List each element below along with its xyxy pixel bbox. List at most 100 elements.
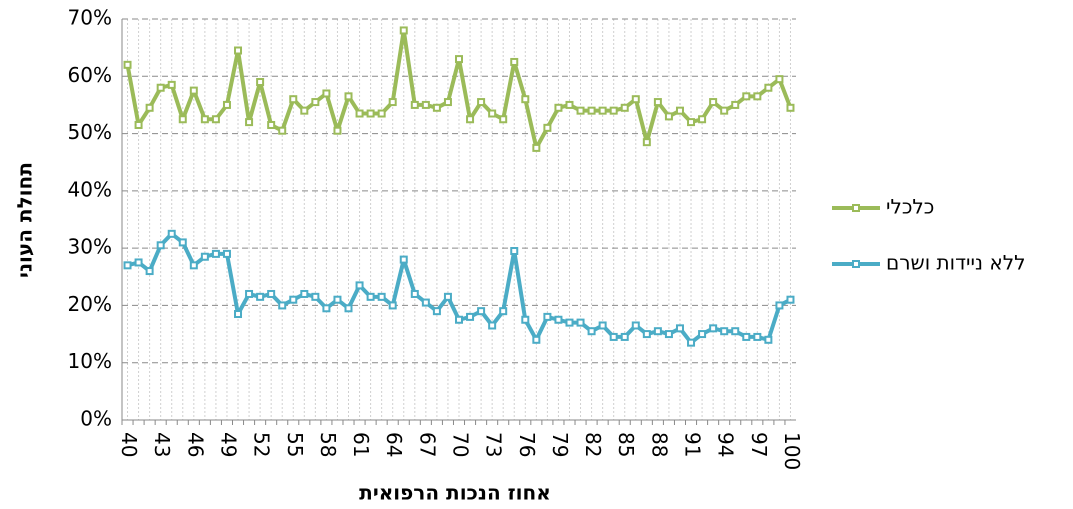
point-marker xyxy=(687,118,696,127)
point-marker xyxy=(709,324,718,333)
point-marker xyxy=(609,332,618,341)
point-marker xyxy=(189,86,198,95)
point-marker xyxy=(123,60,132,69)
point-marker xyxy=(764,335,773,344)
point-marker xyxy=(499,115,508,124)
point-marker xyxy=(200,252,209,261)
point-marker xyxy=(432,307,441,316)
point-marker xyxy=(189,261,198,270)
point-marker xyxy=(764,83,773,92)
point-marker xyxy=(731,100,740,109)
point-marker xyxy=(410,100,419,109)
point-marker xyxy=(532,335,541,344)
point-marker xyxy=(642,138,651,147)
x-tick-label: 67 xyxy=(415,432,439,457)
point-marker xyxy=(675,106,684,115)
point-marker xyxy=(322,304,331,313)
point-marker xyxy=(455,315,463,324)
point-marker xyxy=(598,321,607,330)
x-tick-label: 97 xyxy=(747,432,771,457)
point-marker xyxy=(156,83,165,92)
point-marker xyxy=(687,338,696,347)
x-tick-label: 64 xyxy=(382,432,406,457)
point-marker xyxy=(256,78,265,87)
point-marker xyxy=(543,123,552,132)
point-marker xyxy=(443,98,452,107)
point-marker xyxy=(609,106,618,115)
point-marker xyxy=(256,292,265,301)
point-marker xyxy=(753,92,762,101)
point-marker xyxy=(477,98,486,107)
point-marker xyxy=(399,255,408,264)
point-marker xyxy=(488,109,497,118)
point-marker xyxy=(134,120,143,129)
point-marker xyxy=(123,261,132,270)
point-marker xyxy=(786,103,795,112)
x-tick-label: 88 xyxy=(647,432,671,457)
y-tick-label: 70% xyxy=(68,6,112,30)
x-tick-label: 40 xyxy=(117,432,141,457)
point-marker xyxy=(587,327,596,336)
point-marker xyxy=(278,301,287,310)
point-marker xyxy=(245,289,254,298)
x-tick-label: 49 xyxy=(216,432,240,457)
point-marker xyxy=(742,92,751,101)
x-tick-label: 52 xyxy=(250,432,274,457)
x-tick-label: 70 xyxy=(449,432,473,457)
point-marker xyxy=(388,301,397,310)
x-axis-title: אחוז הנכות הרפואית xyxy=(359,481,551,505)
point-marker xyxy=(664,112,673,121)
point-marker xyxy=(289,295,298,304)
point-marker xyxy=(576,318,585,327)
point-marker xyxy=(377,292,386,301)
point-marker xyxy=(521,95,530,104)
point-marker xyxy=(333,295,342,304)
point-marker xyxy=(300,106,309,115)
point-marker xyxy=(720,106,729,115)
x-tick-label: 94 xyxy=(714,432,738,457)
legend-label: ללא ניידות ושרם xyxy=(886,251,1025,275)
point-marker xyxy=(156,241,165,250)
point-marker xyxy=(322,89,331,98)
point-marker xyxy=(234,46,243,55)
point-marker xyxy=(455,55,463,64)
legend-marker xyxy=(852,204,860,212)
y-tick-label: 60% xyxy=(68,63,112,87)
point-marker xyxy=(333,126,342,135)
y-tick-label: 0% xyxy=(80,407,112,431)
point-marker xyxy=(620,332,629,341)
point-marker xyxy=(200,115,209,124)
x-tick-label: 76 xyxy=(515,432,539,457)
point-marker xyxy=(698,115,707,124)
point-marker xyxy=(554,315,563,324)
point-marker xyxy=(366,292,375,301)
y-tick-label: 10% xyxy=(68,349,112,373)
point-marker xyxy=(344,92,353,101)
point-marker xyxy=(366,109,375,118)
point-marker xyxy=(344,304,353,313)
point-marker xyxy=(565,100,574,109)
point-marker xyxy=(311,98,320,107)
point-marker xyxy=(598,106,607,115)
y-axis-title: תחולת העוני xyxy=(13,162,37,278)
x-tick-label: 55 xyxy=(283,432,307,457)
point-marker xyxy=(245,118,254,127)
point-marker xyxy=(554,103,563,112)
point-marker xyxy=(300,289,309,298)
point-marker xyxy=(653,327,662,336)
point-marker xyxy=(211,115,220,124)
point-marker xyxy=(477,307,486,316)
point-marker xyxy=(167,229,176,238)
point-marker xyxy=(234,310,243,319)
point-marker xyxy=(576,106,585,115)
point-marker xyxy=(775,301,784,310)
point-marker xyxy=(532,143,541,152)
point-marker xyxy=(222,249,231,258)
point-marker xyxy=(775,75,784,84)
point-marker xyxy=(587,106,596,115)
point-marker xyxy=(786,295,795,304)
point-marker xyxy=(521,315,530,324)
point-marker xyxy=(267,120,276,129)
x-tick-label: 46 xyxy=(183,432,207,457)
